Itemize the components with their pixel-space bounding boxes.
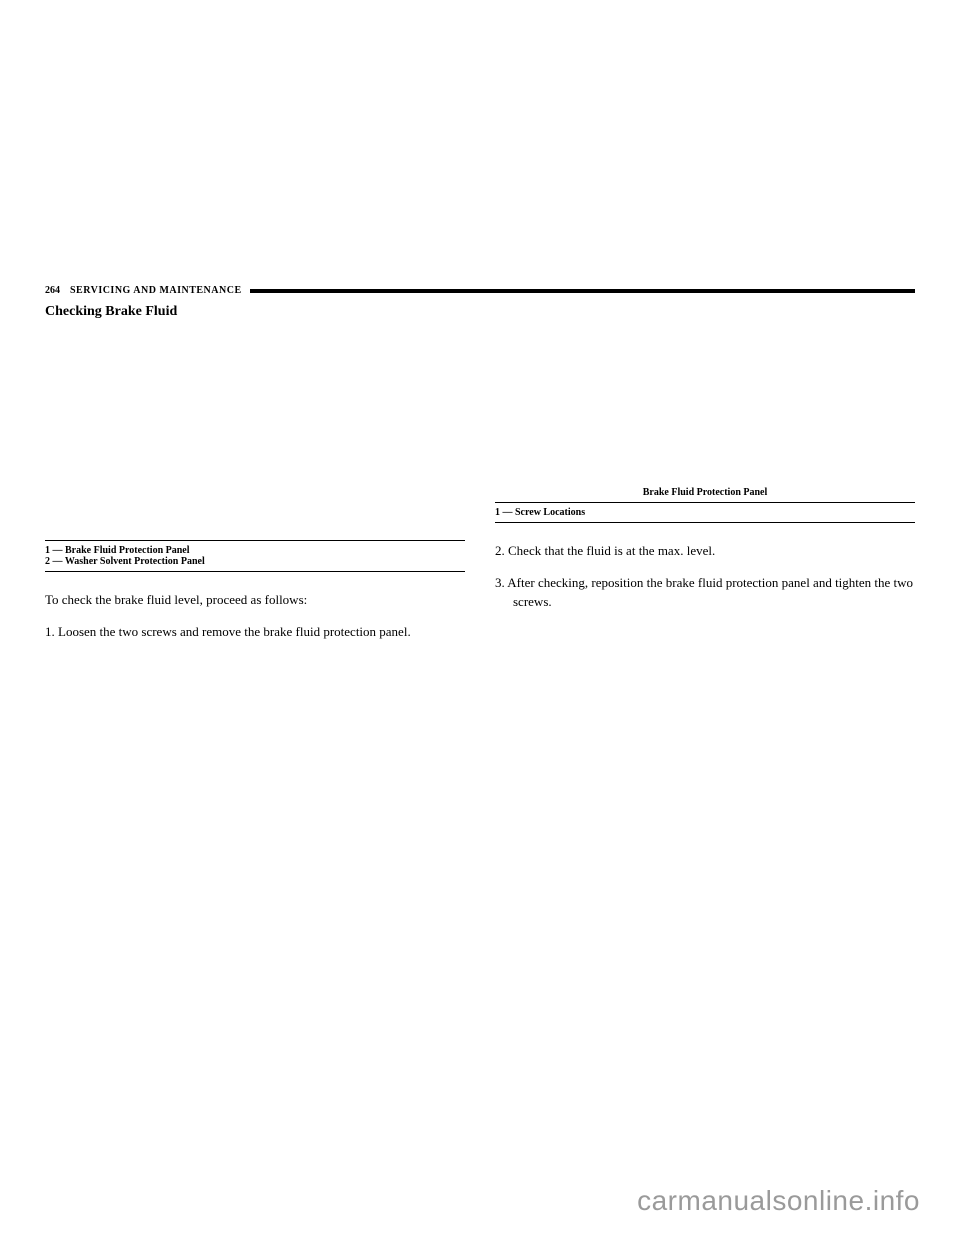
- intro-text: To check the brake fluid level, proceed …: [45, 590, 465, 610]
- image-placeholder-left: [45, 332, 465, 532]
- header-bar: [250, 289, 915, 293]
- left-column: Checking Brake Fluid 1 — Brake Fluid Pro…: [45, 304, 465, 653]
- step-2: 2. Check that the fluid is at the max. l…: [495, 541, 915, 561]
- step-text: After checking, reposition the brake flu…: [507, 575, 913, 610]
- watermark: carmanualsonline.info: [637, 1185, 920, 1217]
- step-text: Check that the fluid is at the max. leve…: [508, 543, 715, 558]
- step-text: Loosen the two screws and remove the bra…: [58, 624, 411, 639]
- page-number: 264: [45, 285, 60, 296]
- subsection-heading: Checking Brake Fluid: [45, 304, 465, 320]
- step-1: 1. Loosen the two screws and remove the …: [45, 622, 465, 642]
- step-3: 3. After checking, reposition the brake …: [495, 573, 915, 612]
- page-content: 264 SERVICING AND MAINTENANCE Checking B…: [45, 285, 915, 653]
- image-placeholder-right: [495, 304, 915, 479]
- caption-title: Brake Fluid Protection Panel: [495, 487, 915, 498]
- caption-block-left: 1 — Brake Fluid Protection Panel 2 — Was…: [45, 540, 465, 572]
- caption-line: 1 — Brake Fluid Protection Panel: [45, 545, 465, 556]
- step-number: 2.: [495, 543, 505, 558]
- section-title: SERVICING AND MAINTENANCE: [70, 285, 242, 296]
- step-number: 3.: [495, 575, 505, 590]
- caption-line: 1 — Screw Locations: [495, 507, 915, 518]
- caption-line: 2 — Washer Solvent Protection Panel: [45, 556, 465, 567]
- two-column-layout: Checking Brake Fluid 1 — Brake Fluid Pro…: [45, 304, 915, 653]
- caption-block-right: 1 — Screw Locations: [495, 502, 915, 523]
- header-row: 264 SERVICING AND MAINTENANCE: [45, 285, 915, 296]
- right-column: Brake Fluid Protection Panel 1 — Screw L…: [495, 304, 915, 653]
- step-number: 1.: [45, 624, 55, 639]
